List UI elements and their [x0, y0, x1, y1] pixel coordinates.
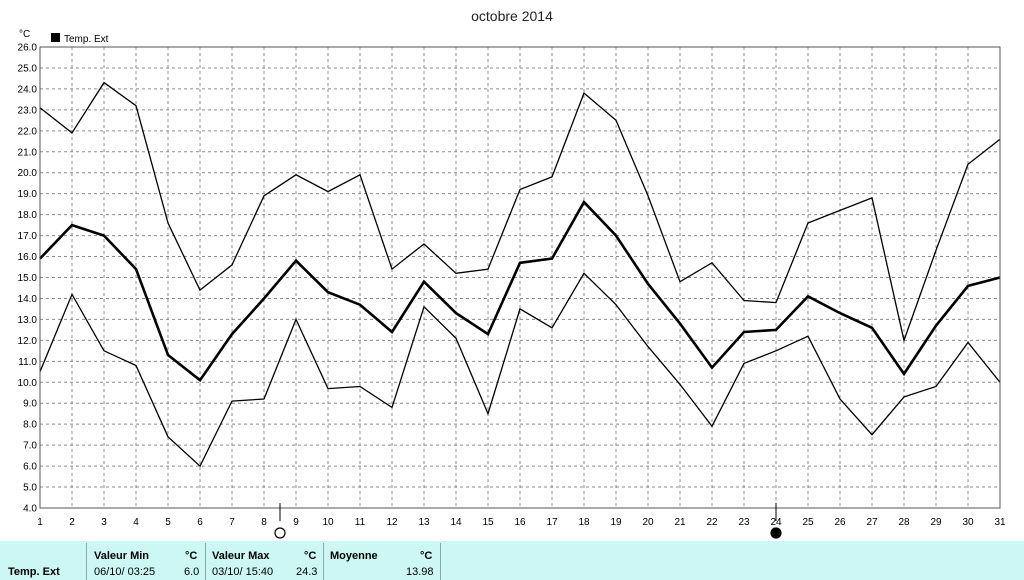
- y-tick-label: 14.0: [18, 294, 38, 305]
- x-tick-label: 28: [898, 517, 910, 528]
- x-tick-label: 13: [418, 517, 430, 528]
- x-tick-label: 25: [802, 517, 814, 528]
- x-tick-labels: 1 2 3 4 5 6 7 8 9 10 11 12 13 14 15 16 17 18 19 20 21 22 23 24 2…: [37, 517, 1006, 528]
- new-moon-icon: [770, 527, 782, 539]
- max-date: 03/10/ 15:40: [212, 566, 274, 578]
- y-tick-label: 21.0: [18, 147, 38, 158]
- summary-divider: [86, 543, 87, 580]
- avg-label: Moyenne: [330, 550, 378, 562]
- summary-divider: [440, 543, 441, 580]
- x-tick-label: 17: [546, 517, 558, 528]
- y-tick-label: 24.0: [18, 84, 38, 95]
- series-line-max: [39, 81, 1001, 343]
- series-line-min: [39, 272, 1001, 468]
- x-tick-label: 4: [133, 517, 139, 528]
- x-tick-label: 30: [962, 517, 974, 528]
- y-tick-label: 15.0: [18, 273, 38, 284]
- summary-divider: [323, 543, 324, 580]
- y-tick-label: 22.0: [18, 126, 38, 137]
- x-tick-label: 29: [930, 517, 942, 528]
- summary-divider: [205, 543, 206, 580]
- min-label: Valeur Min: [94, 550, 150, 562]
- x-tick-label: 1: [37, 517, 43, 528]
- x-tick-label: 23: [738, 517, 750, 528]
- series-lines: [39, 81, 1001, 468]
- y-tick-label: 26.0: [18, 43, 38, 54]
- x-tick-label: 2: [69, 517, 75, 528]
- moon-phase-markers: [274, 503, 782, 539]
- min-unit: °C: [185, 550, 198, 562]
- x-tick-label: 19: [610, 517, 622, 528]
- summary-row-label: Temp. Ext: [8, 566, 60, 578]
- x-tick-label: 3: [101, 517, 107, 528]
- full-moon-icon: [274, 527, 286, 539]
- legend-swatch: [51, 33, 60, 42]
- min-date: 06/10/ 03:25: [94, 566, 156, 578]
- max-label: Valeur Max: [212, 550, 270, 562]
- x-tick-label: 5: [165, 517, 171, 528]
- grid: [40, 47, 1000, 508]
- y-tick-label: 20.0: [18, 168, 38, 179]
- x-tick-label: 24: [770, 517, 782, 528]
- x-tick-label: 21: [674, 517, 686, 528]
- avg-value: 13.98: [406, 566, 434, 578]
- y-tick-label: 8.0: [23, 420, 37, 431]
- x-tick-label: 7: [229, 517, 235, 528]
- legend-label: Temp. Ext: [64, 34, 109, 45]
- y-tick-label: 19.0: [18, 189, 38, 200]
- x-tick-label: 9: [293, 517, 299, 528]
- max-value: 24.3: [296, 566, 318, 578]
- y-axis-unit: °C: [19, 29, 30, 40]
- y-tick-label: 23.0: [18, 105, 38, 116]
- y-tick-label: 11.0: [18, 357, 37, 368]
- x-tick-label: 15: [482, 517, 494, 528]
- y-tick-label: 25.0: [18, 63, 38, 74]
- x-tick-label: 11: [355, 517, 366, 528]
- y-tick-label: 18.0: [18, 210, 38, 221]
- x-tick-label: 10: [322, 517, 334, 528]
- x-tick-label: 22: [706, 517, 718, 528]
- x-tick-label: 8: [261, 517, 267, 528]
- y-tick-label: 16.0: [18, 252, 38, 263]
- x-tick-label: 26: [834, 517, 846, 528]
- x-tick-label: 18: [578, 517, 590, 528]
- y-tick-label: 6.0: [23, 462, 37, 473]
- y-tick-label: 7.0: [23, 441, 37, 452]
- x-tick-label: 16: [514, 517, 526, 528]
- temperature-chart: octobre 2014 °C Temp. Ext 4.0 5.0 6.0 7.0 8.…: [18, 8, 1006, 539]
- x-tick-label: 6: [197, 517, 203, 528]
- y-tick-label: 9.0: [23, 399, 37, 410]
- x-tick-label: 20: [642, 517, 654, 528]
- summary-bar: Temp. Ext Valeur Min °C 06/10/ 03:25 6.0…: [0, 541, 1024, 580]
- max-unit: °C: [304, 550, 317, 562]
- plot-frame: [39, 46, 1001, 509]
- x-tick-label: 31: [994, 517, 1006, 528]
- y-tick-label: 12.0: [18, 336, 38, 347]
- min-value: 6.0: [184, 566, 200, 578]
- y-tick-label: 10.0: [18, 378, 38, 389]
- y-tick-labels: 4.0 5.0 6.0 7.0 8.0 9.0 10.0 11.0 12.0 13.0 14.0 15…: [18, 43, 38, 515]
- x-tick-label: 27: [866, 517, 878, 528]
- y-tick-label: 13.0: [18, 315, 38, 326]
- avg-unit: °C: [420, 550, 433, 562]
- y-tick-label: 17.0: [18, 231, 38, 242]
- chart-title: octobre 2014: [471, 8, 553, 24]
- x-tick-label: 12: [386, 517, 398, 528]
- y-tick-label: 4.0: [23, 504, 37, 515]
- x-tick-label: 14: [450, 517, 462, 528]
- y-tick-label: 5.0: [23, 483, 37, 494]
- series-line-mean: [39, 199, 1001, 383]
